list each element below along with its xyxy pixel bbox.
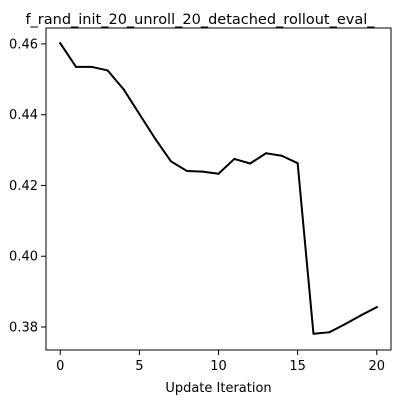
x-tick-label: 15 — [289, 359, 306, 374]
x-tick-label: 20 — [368, 359, 385, 374]
data-point — [170, 160, 173, 163]
data-point — [375, 306, 378, 309]
y-tick-label: 0.46 — [9, 37, 38, 52]
x-tick-label: 10 — [210, 359, 227, 374]
data-point — [201, 170, 204, 173]
data-point — [328, 331, 331, 334]
data-point — [106, 69, 109, 72]
data-point — [264, 152, 267, 155]
data-point — [233, 157, 236, 160]
x-tick-label: 5 — [135, 359, 143, 374]
y-tick-label: 0.44 — [9, 108, 38, 123]
data-point — [90, 65, 93, 68]
y-tick-label: 0.42 — [9, 179, 38, 194]
data-point — [312, 332, 315, 335]
x-axis-ticks: 0 5 10 15 20 — [56, 350, 385, 374]
data-point — [344, 323, 347, 326]
data-point — [138, 112, 141, 115]
x-tick-label: 0 — [56, 359, 64, 374]
data-point — [59, 42, 62, 45]
data-point — [185, 169, 188, 172]
data-point — [122, 88, 125, 91]
data-point — [359, 314, 362, 317]
data-point — [217, 172, 220, 175]
axes-frame — [45, 27, 392, 351]
chart-title: f_rand_init_20_unroll_20_detached_rollou… — [25, 12, 375, 28]
data-point — [75, 65, 78, 68]
y-tick-label: 0.40 — [9, 250, 38, 265]
data-point — [296, 162, 299, 165]
data-point — [154, 137, 157, 140]
y-tick-label: 0.38 — [9, 321, 38, 336]
x-axis-label: Update Iteration — [165, 381, 271, 396]
y-axis-ticks: 0.38 0.40 0.42 0.44 0.46 — [9, 37, 46, 336]
data-point — [249, 162, 252, 165]
series-line-0 — [58, 41, 379, 335]
plot-area — [58, 41, 379, 335]
data-point — [280, 154, 283, 157]
